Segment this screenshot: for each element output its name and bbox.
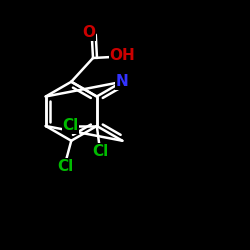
Text: Cl: Cl <box>62 118 79 134</box>
Text: Cl: Cl <box>92 144 109 159</box>
Text: OH: OH <box>110 48 136 63</box>
Text: O: O <box>82 25 95 40</box>
Text: N: N <box>116 74 129 89</box>
Text: Cl: Cl <box>57 159 73 174</box>
